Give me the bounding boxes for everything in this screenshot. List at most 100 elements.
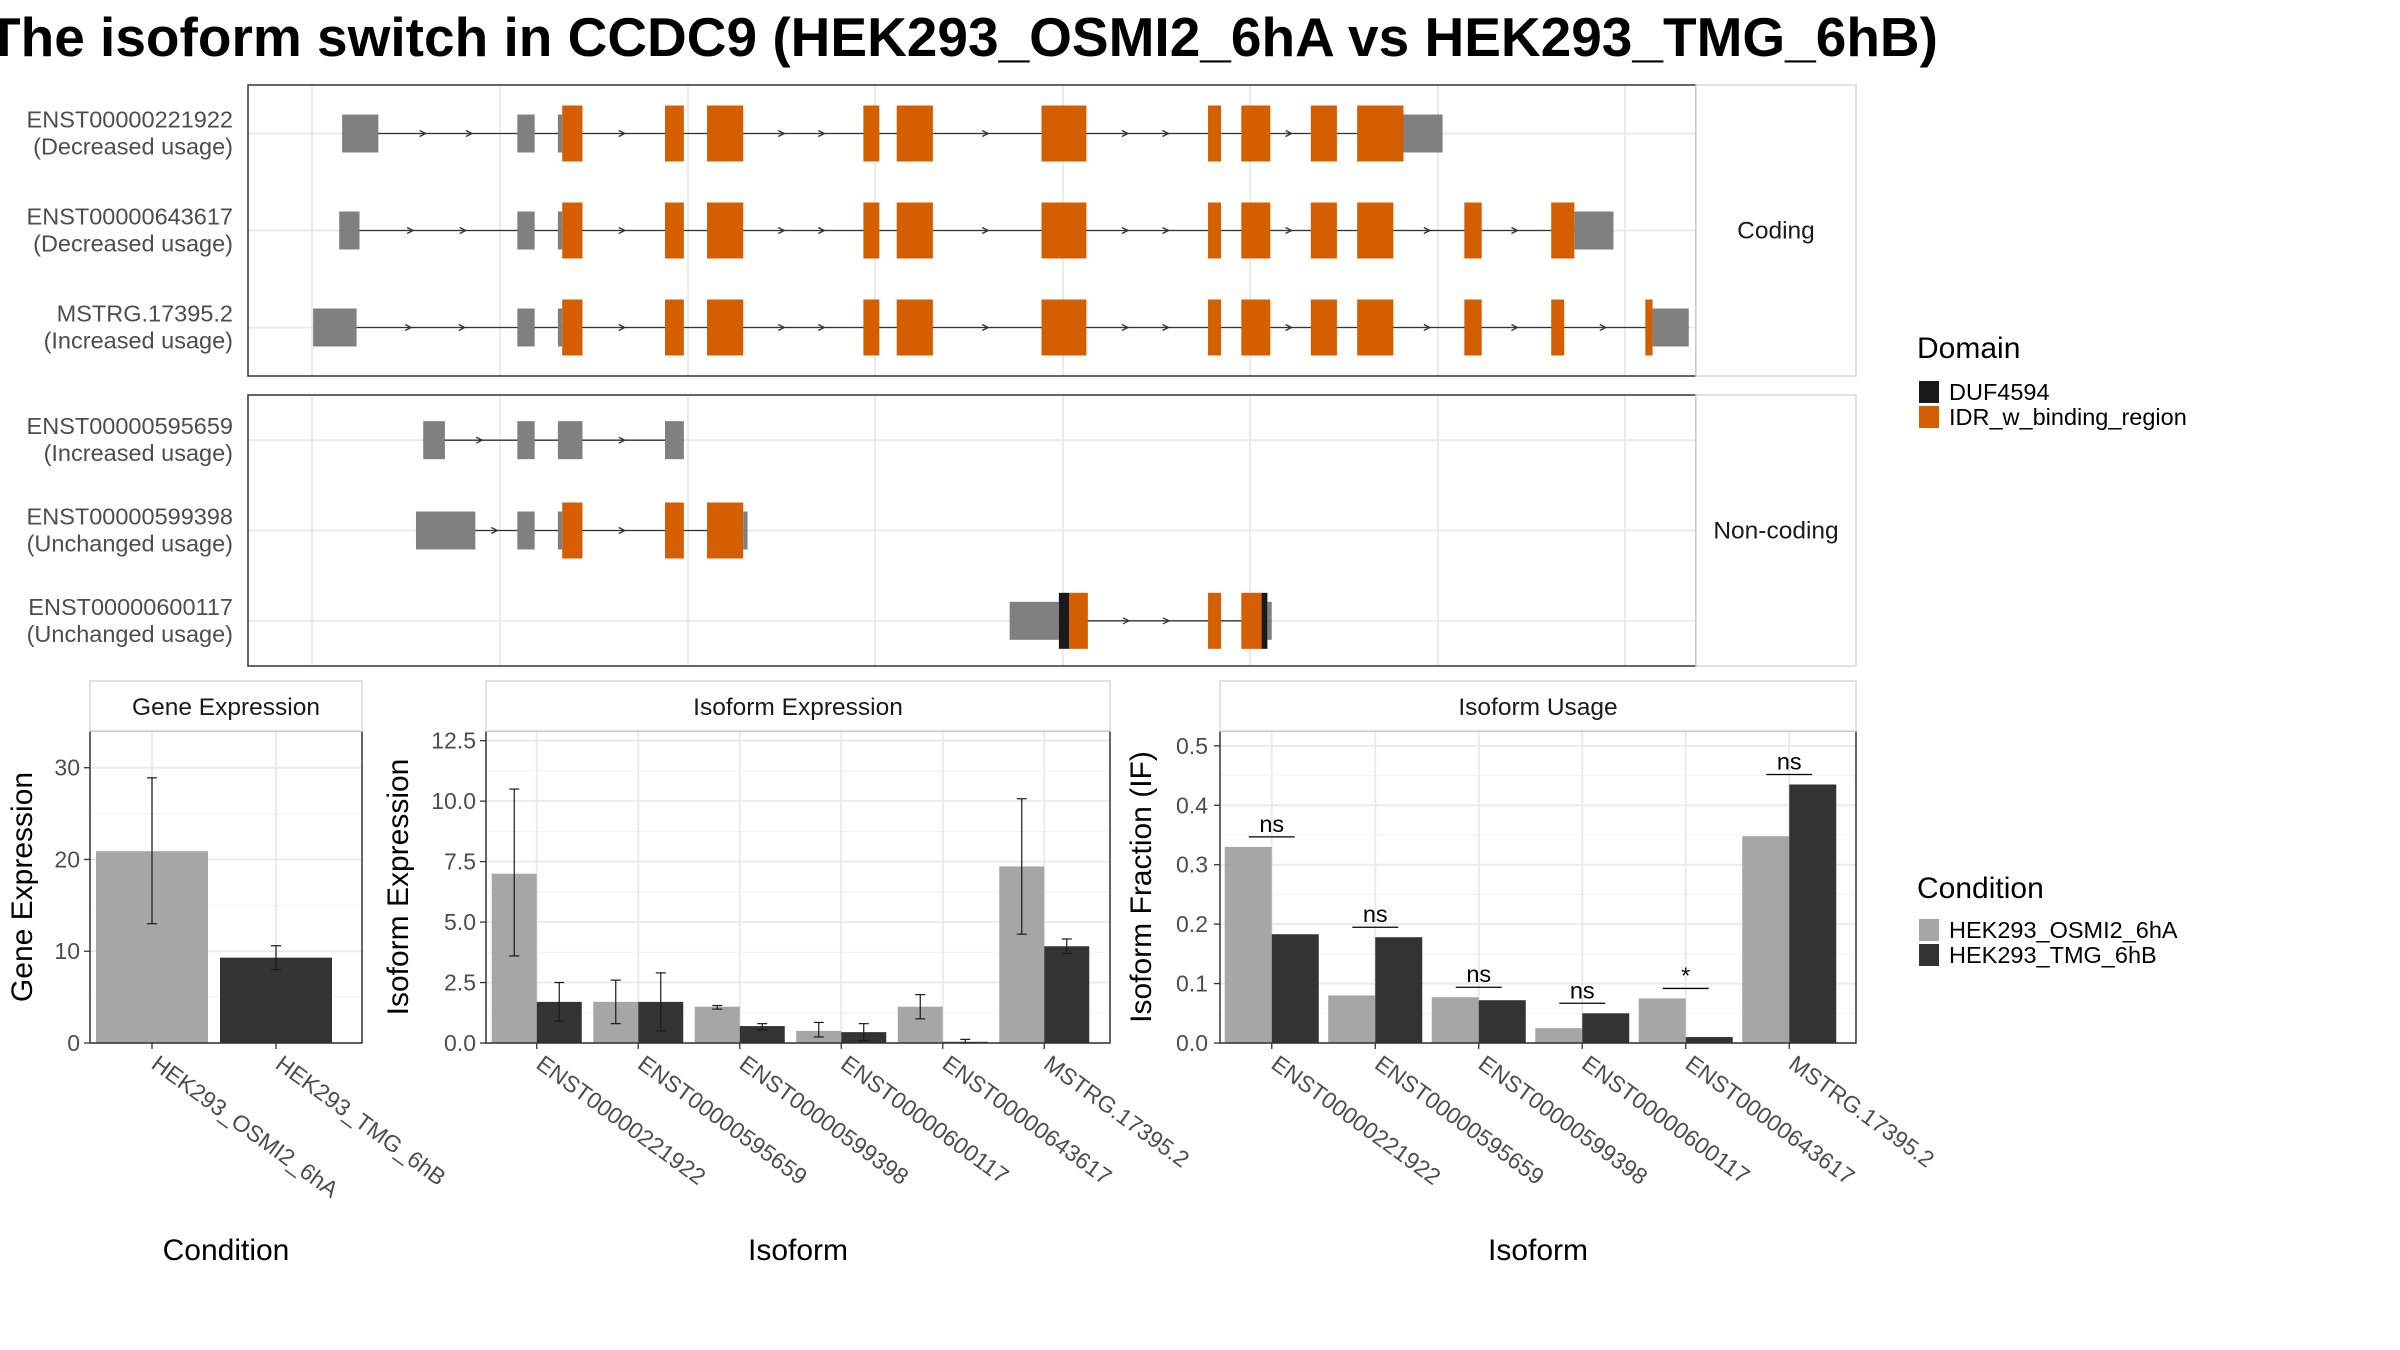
isoform-row: [423, 421, 684, 460]
x-tick-label: ENST00000643617: [1681, 1050, 1860, 1190]
y-tick-label: 5.0: [444, 909, 476, 935]
isoform-expression-chart: Isoform Expression 0.0 2.5 5.0 7.5 10.0 12.5 EN…: [382, 680, 1194, 1267]
exon-utr: [313, 308, 357, 347]
x-tick-label: ENST00000595659: [633, 1050, 812, 1190]
y-tick-label: 0.0: [1176, 1030, 1208, 1056]
y-tick-label: 0.5: [1176, 733, 1208, 759]
x-tick-label: ENST00000599398: [735, 1050, 914, 1190]
x-tick-label: ENST00000595659: [1370, 1050, 1549, 1190]
chart-title: Gene Expression: [132, 694, 320, 721]
intron-arrow: [465, 129, 474, 138]
exon-domain-idr: [1041, 105, 1087, 162]
exon-utr: [1009, 601, 1059, 640]
y-tick-label: 12.5: [431, 728, 476, 754]
figure-title: The isoform switch in CCDC9 (HEK293_OSMI…: [0, 6, 1938, 68]
bar: [1638, 998, 1686, 1043]
exon-domain-idr: [1208, 202, 1222, 259]
isoform-row: [415, 502, 748, 559]
exon-domain-idr: [562, 502, 583, 559]
exon-domain-idr: [1310, 202, 1337, 259]
exon-domain-duf4594: [1058, 592, 1070, 649]
y-tick-label: 2.5: [444, 970, 476, 996]
exon-domain-idr: [562, 299, 583, 356]
bar: [1535, 1028, 1583, 1043]
exon-domain-idr: [707, 502, 744, 559]
exon-domain-idr: [1069, 592, 1088, 649]
intron-arrow: [1599, 323, 1608, 332]
intron-arrow: [1162, 323, 1170, 332]
bar: [1044, 946, 1090, 1043]
isoform-row: [1009, 592, 1272, 649]
exon-domain-idr: [665, 502, 684, 559]
exon-domain-idr: [1241, 105, 1271, 162]
x-axis-title: Isoform: [1488, 1234, 1588, 1267]
exon-domain-idr: [1551, 299, 1565, 356]
intron-arrow: [981, 129, 990, 138]
isoform-usage-chart: ns ns ns ns * ns Isoform Usage 0.0 0.1 0.2 0.3 0.4 0…: [1125, 680, 1939, 1267]
x-tick-label: ENST00000600117: [836, 1050, 1013, 1189]
intron-arrow: [981, 323, 990, 332]
bar: [1224, 846, 1272, 1043]
significance-label: ns: [1570, 977, 1595, 1003]
exon-domain-idr: [562, 105, 583, 162]
intron-arrow: [1162, 226, 1170, 235]
exon-domain-idr: [896, 299, 933, 356]
bar: [220, 957, 332, 1043]
exon-utr: [339, 211, 360, 250]
intron-arrow: [618, 323, 627, 332]
intron-arrow: [491, 526, 499, 535]
legend-label: HEK293_OSMI2_6hA: [1949, 917, 2178, 943]
isoform-label: ENST00000599398: [27, 504, 233, 530]
bar: [694, 1006, 740, 1043]
facet-strip: [89, 680, 363, 732]
exon-domain-idr: [863, 105, 880, 162]
bar: [739, 1026, 785, 1043]
intron-arrow: [1285, 323, 1294, 332]
exon-domain-idr: [863, 299, 880, 356]
legend-label: DUF4594: [1949, 379, 2050, 405]
bar: [1271, 934, 1319, 1043]
significance-label: ns: [1466, 961, 1491, 987]
exon-utr: [1267, 601, 1272, 640]
exon-domain-idr: [1357, 202, 1394, 259]
intron-arrow: [459, 226, 468, 235]
x-axis-title: Isoform: [748, 1234, 848, 1267]
intron-arrow: [618, 226, 627, 235]
exon-utr: [1652, 308, 1689, 347]
exon-domain-idr: [1464, 299, 1482, 356]
significance-label: *: [1681, 962, 1690, 988]
chart-title: Isoform Usage: [1458, 694, 1617, 721]
facet-strip: [1695, 84, 1857, 377]
legend-swatch: [1919, 381, 1939, 403]
intron-arrow: [1162, 129, 1170, 138]
legend-title: Domain: [1917, 332, 2020, 365]
exon-domain-idr: [1241, 202, 1271, 259]
exon-domain-idr: [1357, 299, 1394, 356]
intron-arrow: [1511, 323, 1519, 332]
x-tick-label: ENST00000643617: [938, 1050, 1117, 1190]
bar: [1582, 1013, 1630, 1043]
significance-label: ns: [1259, 811, 1284, 837]
y-axis-title: Isoform Fraction (IF): [1125, 751, 1158, 1023]
exon-utr: [557, 421, 583, 460]
isoform-label: ENST00000221922: [27, 107, 233, 133]
y-tick-label: 0.1: [1176, 971, 1208, 997]
intron-arrow: [475, 436, 484, 444]
legend-swatch: [1919, 944, 1939, 966]
isoform-label: ENST00000595659: [27, 413, 233, 439]
intron-arrow: [981, 226, 990, 235]
exon-utr: [557, 511, 563, 550]
exon-utr: [517, 308, 535, 347]
usage-label: (Decreased usage): [33, 134, 233, 160]
exon-utr: [342, 114, 379, 153]
usage-label: (Decreased usage): [33, 231, 233, 257]
facet-strip: [1219, 680, 1857, 732]
usage-label: (Increased usage): [44, 440, 233, 466]
bar: [1478, 1000, 1526, 1043]
exon-domain-idr: [896, 202, 933, 259]
x-tick-label: ENST00000221922: [532, 1050, 711, 1190]
usage-label: (Unchanged usage): [27, 621, 233, 647]
y-tick-label: 0: [67, 1030, 80, 1056]
exon-utr: [665, 421, 684, 460]
